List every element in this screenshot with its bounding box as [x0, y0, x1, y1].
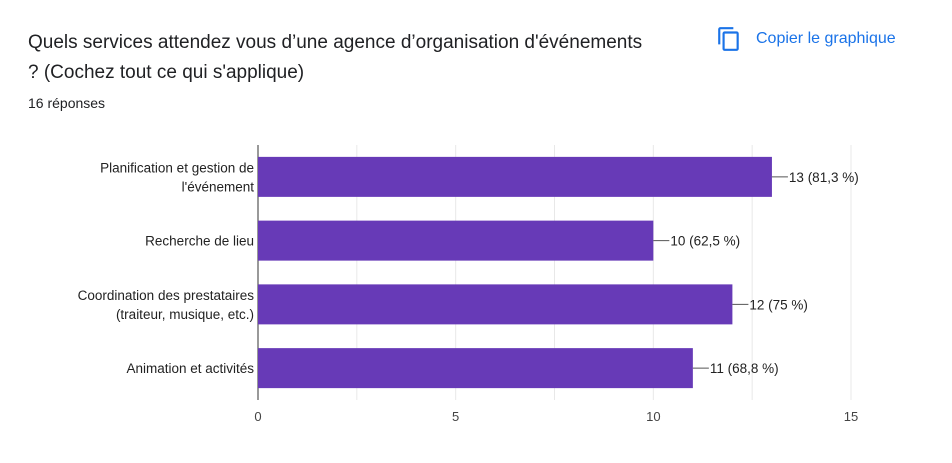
x-tick-label: 15 — [844, 409, 858, 424]
category-label-line: Animation et activités — [126, 361, 254, 376]
category-label: Planification et gestion de l'événement — [100, 160, 254, 194]
category-label: Coordination des prestataires (traiteur, … — [78, 288, 255, 322]
category-label-line: (traiteur, musique, etc.) — [116, 307, 254, 322]
x-tick-label: 5 — [452, 409, 459, 424]
category-label-line: Coordination des prestataires — [78, 288, 255, 303]
question-title-line-1: Quels services attendez vous d’une agenc… — [28, 32, 643, 53]
x-tick-label: 0 — [254, 409, 261, 424]
category-label-line: Recherche de lieu — [145, 234, 254, 249]
bar — [258, 220, 654, 261]
question-title-line-2: ? (Cochez tout ce qui s'applique) — [28, 62, 305, 83]
x-tick-label: 10 — [646, 409, 660, 424]
category-label-line: l'événement — [182, 179, 255, 194]
copy-chart-button[interactable]: Copier le graphique — [716, 22, 896, 56]
data-label: 12 (75 %) — [749, 297, 808, 312]
bar — [258, 348, 693, 389]
data-label: 13 (81,3 %) — [789, 170, 859, 185]
category-label: Recherche de lieu — [145, 234, 254, 249]
category-label: Animation et activités — [126, 361, 254, 376]
bar — [258, 156, 772, 197]
category-label-line: Planification et gestion de — [100, 160, 254, 175]
data-label: 11 (68,8 %) — [710, 361, 779, 376]
copy-icon — [716, 26, 742, 52]
copy-chart-label: Copier le graphique — [756, 30, 896, 47]
data-label: 10 (62,5 %) — [670, 234, 740, 249]
bar — [258, 284, 733, 325]
response-count: 16 réponses — [28, 95, 106, 111]
question-title: Quels services attendez vous d’une agenc… — [28, 28, 698, 88]
